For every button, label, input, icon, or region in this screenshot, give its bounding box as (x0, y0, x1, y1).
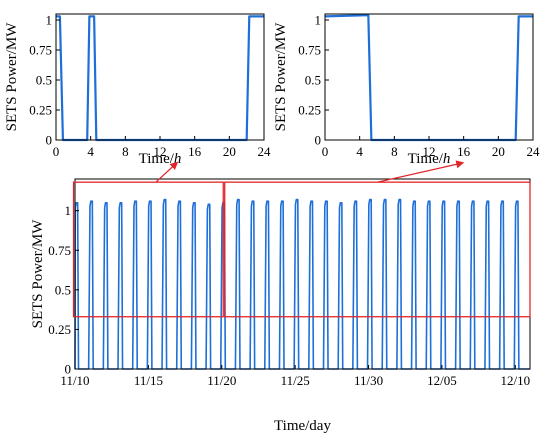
arrow-to-inset-right (377, 160, 465, 183)
main-ytick-label: 0.5 (55, 282, 71, 297)
inset-left-xtick-label: 0 (53, 144, 60, 159)
inset-left-xtick-label: 4 (87, 144, 94, 159)
inset-left-xtick-label: 24 (258, 144, 272, 159)
inset-left-x-label-main: Time/ (139, 151, 175, 167)
main-frame (74, 178, 531, 370)
inset-left-ytick-label: 0.75 (29, 43, 52, 58)
inset-right-series-line (324, 14, 533, 142)
inset-left-xtick-label: 20 (223, 144, 236, 159)
inset-left-chart: 0 0.25 0.5 0.75 1 0 4 8 12 16 20 24 SETS Power/MW T… (4, 13, 271, 168)
inset-left-xtick-label: 16 (188, 144, 202, 159)
main-ytick-label: 0.75 (48, 243, 71, 258)
main-x-label: Time/day (274, 418, 331, 434)
inset-left-xtick-label: 8 (122, 144, 129, 159)
main-ytick-label: 0.25 (48, 322, 71, 337)
inset-right-x-label-main: Time/ (408, 151, 444, 167)
inset-left-x-label: Time/h (139, 151, 182, 167)
main-xtick-label: 11/20 (207, 373, 236, 388)
inset-right-xtick-label: 24 (527, 144, 541, 159)
inset-right-xtick-label: 0 (322, 144, 329, 159)
inset-left-ytick-label: 1 (46, 13, 53, 28)
inset-right-xtick-label: 12 (423, 144, 436, 159)
inset-left-ytick-label: 0 (46, 133, 53, 148)
zoom-arrows (155, 160, 465, 183)
main-y-label: SETS Power/MW (30, 219, 46, 329)
arrow-to-inset-left (155, 161, 179, 183)
inset-left-ytick-label: 0.25 (29, 103, 52, 118)
inset-right-chart: 0 0.25 0.5 0.75 1 0 4 8 12 16 20 24 SETS Power/MW T… (273, 13, 540, 168)
inset-left-y-label: SETS Power/MW (4, 22, 20, 132)
inset-left-series-line (56, 15, 264, 142)
inset-right-xtick-label: 4 (356, 144, 363, 159)
main-xtick-label: 12/10 (501, 373, 531, 388)
inset-right-xtick-label: 20 (492, 144, 505, 159)
main-xtick-label: 11/30 (354, 373, 383, 388)
main-ytick-label: 0 (65, 362, 72, 377)
main-series-line (74, 198, 530, 370)
inset-right-ytick-label: 1 (315, 13, 322, 28)
inset-right-xtick-label: 8 (391, 144, 398, 159)
main-xtick-label: 11/10 (60, 373, 89, 388)
inset-right-x-label-unit: h (443, 151, 451, 167)
main-xtick-label: 12/05 (427, 373, 457, 388)
inset-left-ytick-label: 0.5 (36, 73, 52, 88)
inset-right-ytick-label: 0 (315, 133, 322, 148)
inset-right-x-label: Time/h (408, 151, 451, 167)
inset-right-frame (324, 13, 534, 141)
highlight-box-inset-right (224, 181, 531, 318)
main-xtick-label: 11/15 (134, 373, 163, 388)
inset-right-ytick-label: 0.75 (298, 43, 321, 58)
inset-right-y-label: SETS Power/MW (273, 22, 289, 132)
inset-left-xtick-label: 12 (154, 144, 167, 159)
highlight-box-inset-left (72, 181, 224, 318)
main-xtick-label: 11/25 (281, 373, 310, 388)
main-ytick-label: 1 (65, 203, 72, 218)
inset-right-ytick-label: 0.25 (298, 103, 321, 118)
main-chart: 0 0.25 0.5 0.75 1 11/10 11/15 11/20 11/25 11/30 12… (30, 178, 531, 434)
inset-right-xtick-label: 16 (457, 144, 471, 159)
inset-right-ytick-label: 0.5 (305, 73, 321, 88)
inset-left-x-label-unit: h (174, 151, 182, 167)
